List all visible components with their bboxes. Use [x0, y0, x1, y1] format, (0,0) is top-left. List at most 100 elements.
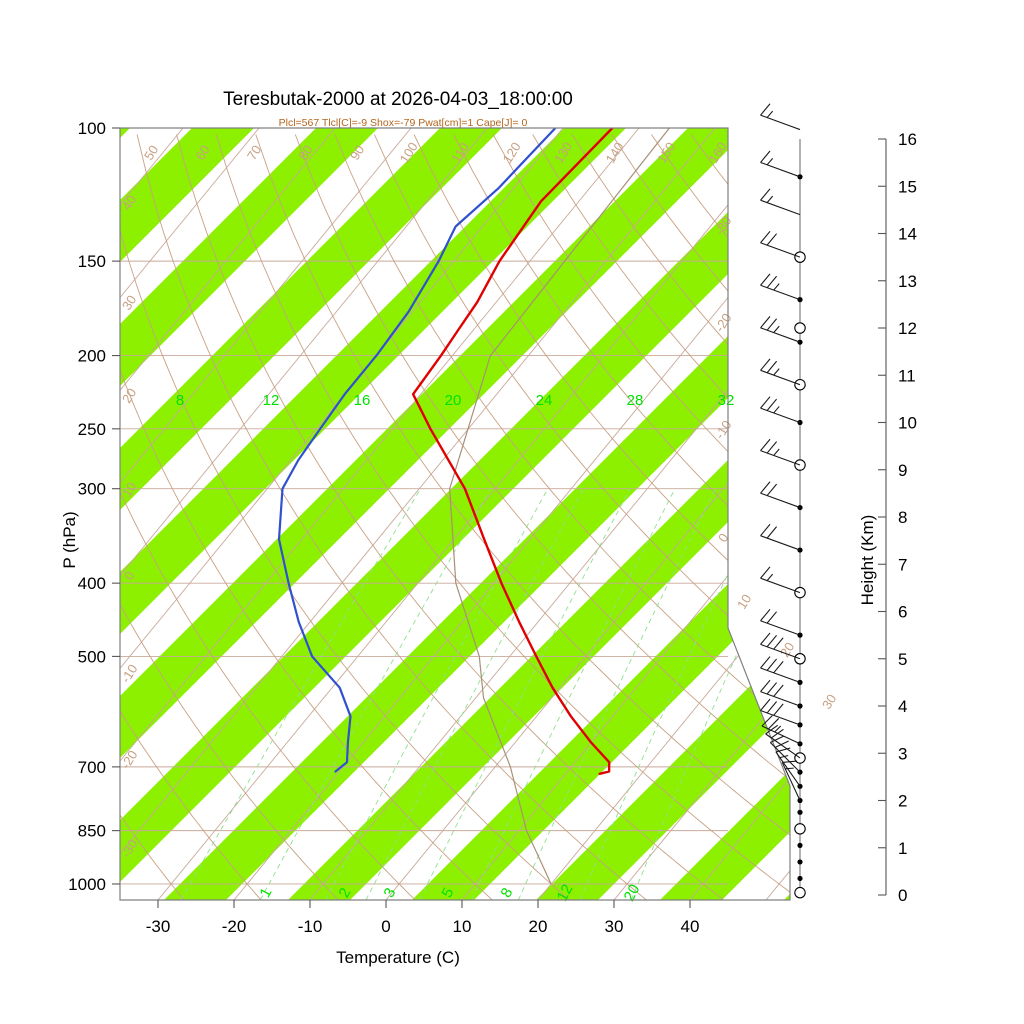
height-tick-label: 10 — [898, 414, 917, 433]
temperature-axis: -30 -20 -10 0 10 20 30 40 — [146, 900, 700, 936]
wind-barb — [760, 566, 801, 594]
height-tick-label: 0 — [898, 886, 907, 905]
mixing-ratio-lines — [180, 488, 790, 900]
wind-level-marker — [794, 322, 806, 334]
wind-barb — [760, 396, 801, 424]
mixing-ratio-line — [365, 488, 584, 900]
plot-frame — [119, 127, 791, 901]
p-tick-label: 250 — [78, 420, 106, 439]
x-tick-label: 10 — [453, 917, 472, 936]
mix-upper-label: 16 — [354, 392, 371, 409]
wind-barb — [760, 632, 801, 660]
y-axis-label: P (hPa) — [60, 511, 79, 568]
height-tick-label: 5 — [898, 650, 907, 669]
dry-diag-label: 20 — [777, 640, 797, 660]
mixing-ratio-line — [325, 488, 549, 900]
dry-adiabat — [120, 134, 570, 900]
x-tick-label: 40 — [681, 917, 700, 936]
dry-top-label: 50 — [141, 143, 161, 163]
isotherm — [120, 128, 260, 900]
mix-upper-label: 8 — [176, 392, 184, 409]
wind-level-dot — [797, 741, 803, 747]
isotherm — [120, 128, 640, 900]
wind-barb — [760, 150, 801, 178]
isotherm — [120, 128, 564, 900]
shaded-band — [120, 128, 750, 900]
p-tick-label: 400 — [78, 574, 106, 593]
x-tick-label: -30 — [146, 917, 171, 936]
wind-barb — [760, 656, 801, 683]
height-tick-label: 13 — [898, 272, 917, 291]
p-tick-label: 700 — [78, 758, 106, 777]
dry-adiabat — [136, 134, 647, 900]
mix-upper-label: 20 — [445, 392, 462, 409]
mix-upper-label: 28 — [627, 392, 644, 409]
x-tick-label: 0 — [381, 917, 390, 936]
dry-adiabat — [176, 134, 724, 900]
shaded-band — [120, 128, 502, 900]
dry-top-label: 70 — [244, 143, 264, 163]
wind-level-dot — [797, 547, 803, 553]
height-tick-label: 3 — [898, 744, 907, 763]
isotherm — [120, 128, 336, 900]
height-tick-label: 11 — [898, 366, 916, 385]
sounding-curves — [277, 128, 614, 775]
height-tick-label: 14 — [898, 225, 917, 244]
p-tick-label: 200 — [78, 347, 106, 366]
mixing-ratio-line — [180, 488, 421, 900]
shaded-bands — [120, 128, 790, 900]
page-title: Teresbutak-2000 at 2026-04-03_18:00:00 — [223, 89, 573, 110]
temperature-curve — [411, 128, 614, 775]
dry-adiabat — [120, 134, 339, 900]
dry-left-label: 10 — [119, 480, 139, 500]
dry-adiabat — [294, 134, 790, 900]
x-tick-label: -10 — [298, 917, 323, 936]
wind-barb — [781, 760, 801, 801]
wind-barb — [760, 481, 801, 509]
wind-barb — [760, 273, 801, 301]
wind-barb — [760, 698, 801, 726]
wind-barb-column — [760, 103, 806, 899]
height-tick-label: 6 — [898, 603, 907, 622]
mix-lower-label: 12 — [554, 882, 577, 905]
height-tick-label: 12 — [898, 319, 917, 338]
dry-top-label: 90 — [347, 143, 367, 163]
p-tick-label: 300 — [78, 480, 106, 499]
x-axis-label: Temperature (C) — [336, 948, 460, 967]
wind-barb — [760, 103, 801, 131]
parcel-curve — [449, 128, 670, 885]
stability-indices: Plcl=567 Tlcl[C]=-9 Shox=-79 Pwat[cm]=1 … — [279, 117, 528, 129]
x-tick-label: 30 — [605, 917, 624, 936]
dry-adiabat — [453, 134, 790, 900]
wind-barb — [760, 358, 801, 386]
x-tick-label: -20 — [222, 917, 247, 936]
wind-barb — [760, 523, 801, 551]
isotherm — [537, 128, 790, 900]
mixing-ratio-line — [259, 488, 491, 900]
shaded-band — [120, 128, 626, 900]
mix-upper-label: 24 — [536, 392, 553, 409]
mix-upper-label: 32 — [718, 392, 735, 409]
p-tick-label: 500 — [78, 647, 106, 666]
p-tick-label: 150 — [78, 252, 106, 271]
wind-barb — [760, 316, 801, 343]
wind-level-dot — [797, 842, 803, 848]
wind-level-dot — [797, 809, 803, 815]
wind-barb — [775, 747, 801, 787]
dewpoint-curve — [277, 128, 557, 773]
dry-diag-label: 30 — [819, 692, 839, 712]
dry-top-label: 60 — [192, 143, 212, 163]
dry-adiabat — [215, 134, 790, 900]
parcel-path — [449, 128, 670, 885]
p-tick-label: 1000 — [68, 875, 106, 894]
mixing-ratio-line — [471, 488, 676, 900]
dry-adiabat — [120, 134, 416, 900]
dry-left-label: 40 — [119, 193, 139, 213]
mixing-ratio-line — [630, 488, 790, 900]
dry-adiabat — [120, 134, 185, 900]
shaded-band — [536, 128, 790, 900]
